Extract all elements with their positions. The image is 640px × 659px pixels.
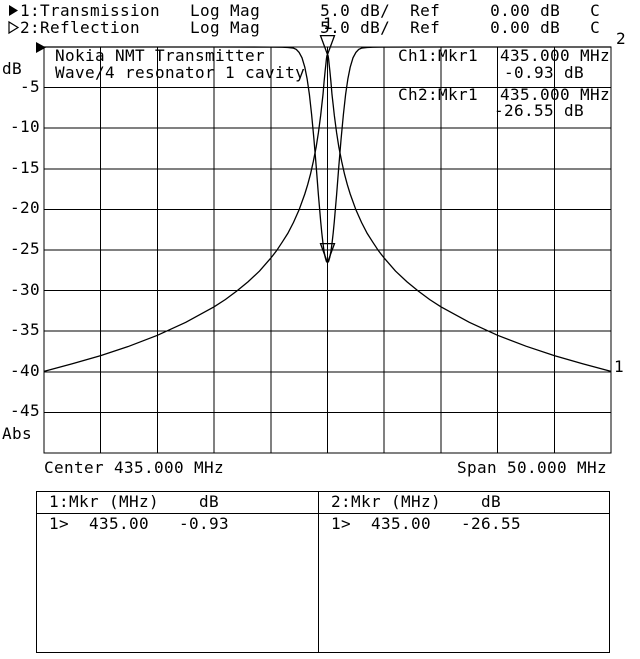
marker-table-header-rule (37, 513, 609, 514)
marker-table-col1-header: 1:Mkr (MHz) dB (49, 492, 220, 511)
channel2-inactive-marker-icon (8, 20, 20, 35)
y-tick-label: -15 (9, 158, 40, 177)
graph-title-line1: Nokia NMT Transmitter (55, 46, 266, 65)
trace2-label: 2 (616, 29, 627, 48)
marker-table-col2-header: 2:Mkr (MHz) dB (331, 492, 502, 511)
graticule (43, 46, 612, 454)
ch1-marker-readout-value: -0.93 dB (504, 63, 585, 82)
ch2-marker-readout-label: Ch2:Mkr1 (398, 85, 479, 104)
span-label: Span 50.000 MHz (457, 458, 608, 477)
y-tick-label: -5 (19, 77, 40, 96)
y-tick-label: -20 (9, 198, 40, 217)
marker1-trace1-symbol-icon (319, 34, 336, 57)
marker-symbols (319, 34, 336, 265)
marker-table-divider (318, 492, 319, 652)
y-tick-label: -40 (9, 361, 40, 380)
y-axis-unit-label: dB (2, 59, 23, 78)
ch2-marker-readout-freq: 435.000 MHz (500, 85, 611, 104)
marker1-number-label: 1 (323, 14, 334, 33)
y-axis-abs-label: Abs (2, 424, 33, 443)
ch1-marker-readout-freq: 435.000 MHz (500, 46, 611, 65)
y-tick-label: -10 (9, 117, 40, 136)
marker-table: 1:Mkr (MHz) dB 1> 435.00 -0.93 2:Mkr (MH… (36, 491, 610, 653)
marker-table-col1-row: 1> 435.00 -0.93 (49, 514, 230, 533)
channel1-active-marker-icon (9, 5, 18, 16)
ch2-marker-readout-value: -26.55 dB (494, 101, 585, 120)
y-tick-label: -45 (9, 401, 40, 420)
center-frequency-label: Center 435.000 MHz (44, 458, 225, 477)
y-tick-label: -25 (9, 239, 40, 258)
status-line-ch2: 2:Reflection Log Mag 5.0 dB/ Ref 0.00 dB… (20, 18, 601, 37)
status-line-ch1: 1:Transmission Log Mag 5.0 dB/ Ref 0.00 … (20, 1, 601, 20)
y-tick-label: -30 (9, 280, 40, 299)
marker1-trace2-symbol-icon (319, 242, 336, 265)
trace1-label: 1 (614, 357, 625, 376)
marker-table-col2-row: 1> 435.00 -26.55 (331, 514, 522, 533)
ch1-marker-readout-label: Ch1:Mkr1 (398, 46, 479, 65)
y-tick-label: -35 (9, 320, 40, 339)
graph-title-line2: Wave/4 resonator 1 cavity (55, 63, 306, 82)
ref-level-marker-icon (36, 42, 46, 53)
